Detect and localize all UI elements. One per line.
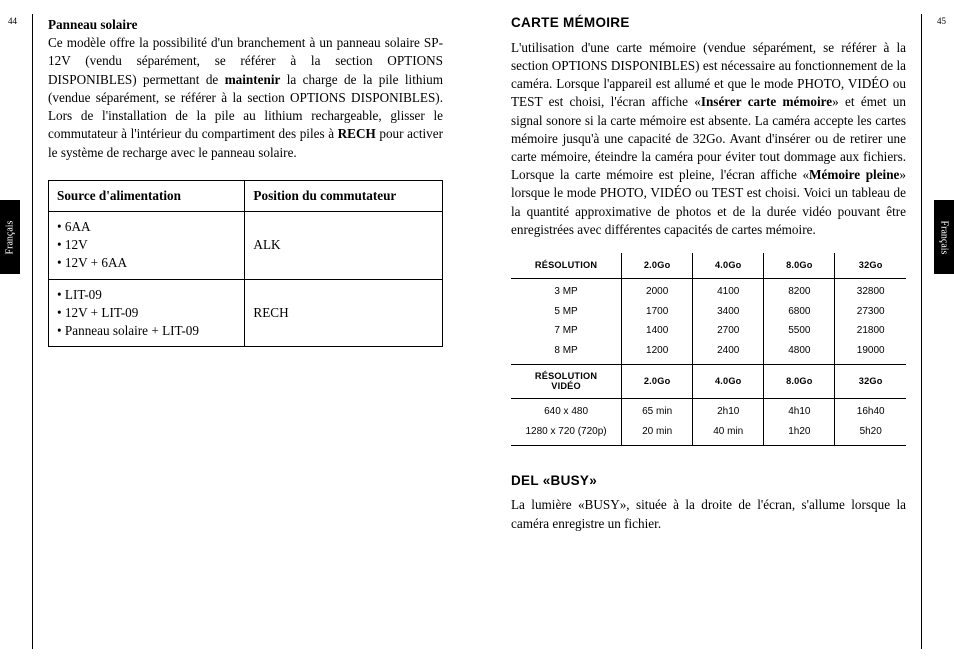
solar-panel-heading: Panneau solaire: [48, 16, 443, 34]
table-cell-value: ALK: [245, 211, 443, 279]
solar-panel-paragraph: Ce modèle offre la possibilité d'un bran…: [48, 34, 443, 162]
table-cell: 65 min: [622, 399, 693, 422]
bold-maintenir: maintenir: [225, 72, 281, 87]
table-row: 3 MP 2000 4100 8200 32800: [511, 278, 906, 301]
header-32go: 32Go: [835, 253, 906, 278]
text-line: RÉSOLUTION: [519, 371, 613, 382]
header-resolution: RÉSOLUTION: [511, 253, 622, 278]
text-line: VIDÉO: [519, 381, 613, 392]
table-cell-value: RECH: [245, 279, 443, 347]
header-2go: 2.0Go: [622, 364, 693, 398]
table-cell: 2400: [693, 341, 764, 364]
table-row: 7 MP 1400 2700 5500 21800: [511, 321, 906, 341]
table-cell: 19000: [835, 341, 906, 364]
table-cell: 8200: [764, 278, 835, 301]
header-position: Position du commutateur: [245, 180, 443, 211]
list-item: • 12V + 6AA: [57, 254, 236, 272]
table-cell: 7 MP: [511, 321, 622, 341]
table-header-row: Source d'alimentation Position du commut…: [49, 180, 443, 211]
table-cell: 40 min: [693, 422, 764, 445]
header-32go: 32Go: [835, 364, 906, 398]
header-4go: 4.0Go: [693, 253, 764, 278]
left-content: Panneau solaire Ce modèle offre la possi…: [48, 16, 443, 347]
table-cell-sources: • 6AA • 12V • 12V + 6AA: [49, 211, 245, 279]
table-cell: 4800: [764, 341, 835, 364]
table-cell: 8 MP: [511, 341, 622, 364]
memory-card-paragraph: L'utilisation d'une carte mémoire (vendu…: [511, 39, 906, 239]
page-spread: 44 Français Panneau solaire Ce modèle of…: [0, 0, 954, 663]
table-cell: 27300: [835, 302, 906, 322]
language-tab-right: Français: [934, 200, 954, 274]
table-cell: 1400: [622, 321, 693, 341]
bold-memory-full: Mémoire pleine: [809, 167, 899, 182]
page-number-right: 45: [937, 16, 946, 26]
table-row: 640 x 480 65 min 2h10 4h10 16h40: [511, 399, 906, 422]
vertical-rule-right: [921, 14, 922, 649]
table-cell-sources: • LIT-09 • 12V + LIT-09 • Panneau solair…: [49, 279, 245, 347]
table-row: • 6AA • 12V • 12V + 6AA ALK: [49, 211, 443, 279]
table-cell: 1h20: [764, 422, 835, 445]
language-tab-label: Français: [939, 220, 950, 254]
memory-capacity-table: RÉSOLUTION 2.0Go 4.0Go 8.0Go 32Go 3 MP 2…: [511, 253, 906, 446]
header-4go: 4.0Go: [693, 364, 764, 398]
table-cell: 5h20: [835, 422, 906, 445]
table-row: 8 MP 1200 2400 4800 19000: [511, 341, 906, 364]
list-item: • 12V + LIT-09: [57, 304, 236, 322]
table-cell: 6800: [764, 302, 835, 322]
language-tab-left: Français: [0, 200, 20, 274]
table-cell: 1200: [622, 341, 693, 364]
power-source-table: Source d'alimentation Position du commut…: [48, 180, 443, 348]
table-cell: 1280 x 720 (720p): [511, 422, 622, 445]
table-cell: 4h10: [764, 399, 835, 422]
table-cell: 1700: [622, 302, 693, 322]
table-cell: 4100: [693, 278, 764, 301]
table-cell: 20 min: [622, 422, 693, 445]
table-row: 5 MP 1700 3400 6800 27300: [511, 302, 906, 322]
list-item: • LIT-09: [57, 286, 236, 304]
table-cell: 21800: [835, 321, 906, 341]
table-cell: 16h40: [835, 399, 906, 422]
memory-card-title: CARTE MÉMOIRE: [511, 14, 906, 33]
list-item: • 12V: [57, 236, 236, 254]
table-cell: 2700: [693, 321, 764, 341]
bold-insert-card: Insérer carte mémoire: [701, 94, 832, 109]
table-cell: 2000: [622, 278, 693, 301]
bold-rech: RECH: [338, 126, 376, 141]
table-row: • LIT-09 • 12V + LIT-09 • Panneau solair…: [49, 279, 443, 347]
list-item: • Panneau solaire + LIT-09: [57, 322, 236, 340]
header-8go: 8.0Go: [764, 364, 835, 398]
table-header-row: RÉSOLUTION 2.0Go 4.0Go 8.0Go 32Go: [511, 253, 906, 278]
page-number-left: 44: [8, 16, 17, 26]
del-busy-paragraph: La lumière «BUSY», située à la droite de…: [511, 496, 906, 532]
right-page: 45 Français CARTE MÉMOIRE L'utilisation …: [477, 0, 954, 663]
table-cell: 5 MP: [511, 302, 622, 322]
header-2go: 2.0Go: [622, 253, 693, 278]
header-video-resolution: RÉSOLUTION VIDÉO: [511, 364, 622, 398]
language-tab-label: Français: [5, 220, 16, 254]
table-cell: 32800: [835, 278, 906, 301]
table-header-row-video: RÉSOLUTION VIDÉO 2.0Go 4.0Go 8.0Go 32Go: [511, 364, 906, 398]
header-source: Source d'alimentation: [49, 180, 245, 211]
table-cell: 2h10: [693, 399, 764, 422]
table-row: 1280 x 720 (720p) 20 min 40 min 1h20 5h2…: [511, 422, 906, 445]
right-content: CARTE MÉMOIRE L'utilisation d'une carte …: [511, 14, 906, 533]
left-page: 44 Français Panneau solaire Ce modèle of…: [0, 0, 477, 663]
table-cell: 640 x 480: [511, 399, 622, 422]
vertical-rule-left: [32, 14, 33, 649]
table-cell: 3 MP: [511, 278, 622, 301]
list-item: • 6AA: [57, 218, 236, 236]
header-8go: 8.0Go: [764, 253, 835, 278]
table-cell: 3400: [693, 302, 764, 322]
table-cell: 5500: [764, 321, 835, 341]
del-busy-title: DEL «BUSY»: [511, 472, 906, 491]
